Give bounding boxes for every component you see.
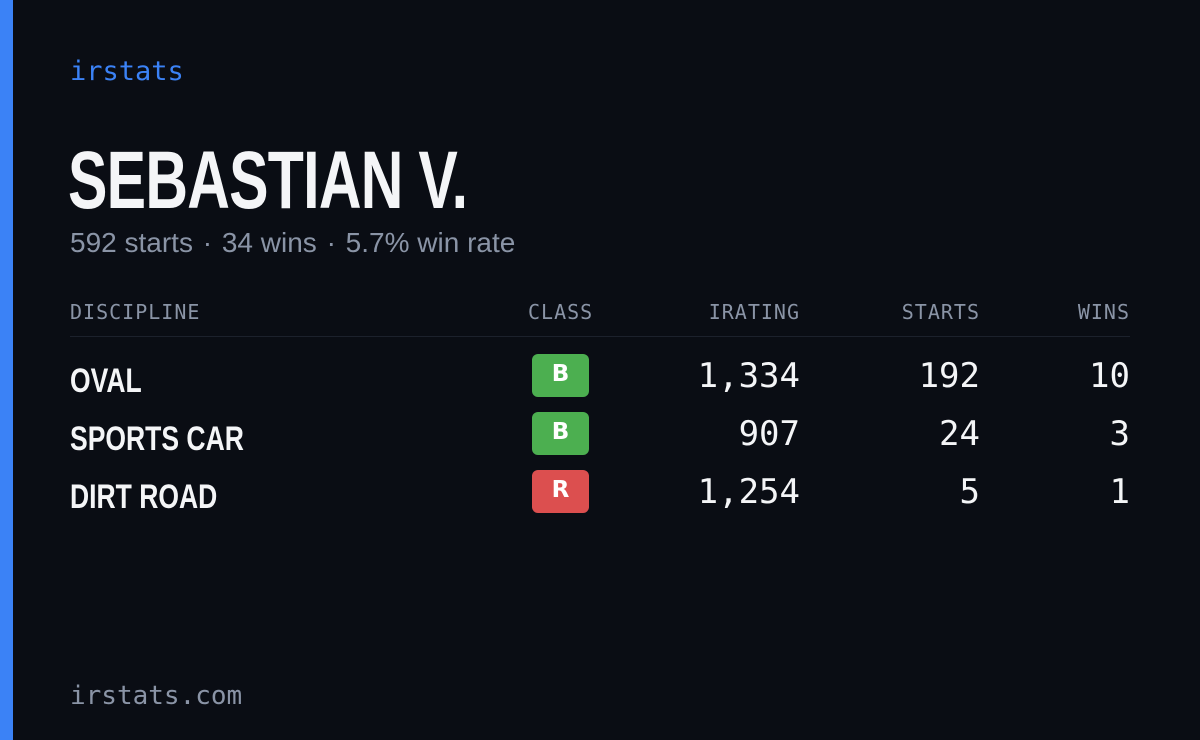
footer-url: irstats.com bbox=[70, 681, 243, 711]
wins-value: 10 bbox=[1089, 356, 1130, 396]
table-row: OVAL B 1,334 192 10 bbox=[70, 352, 1130, 410]
starts-value: 24 bbox=[939, 414, 980, 454]
brand-logo: irstats bbox=[70, 56, 184, 87]
header-discipline: DISCIPLINE bbox=[70, 300, 201, 324]
irating-value: 907 bbox=[738, 414, 800, 454]
discipline-name: OVAL bbox=[70, 362, 142, 400]
header-irating: IRATING bbox=[708, 300, 800, 324]
class-badge: B bbox=[532, 354, 589, 397]
wins-value: 1 bbox=[1109, 472, 1130, 512]
win-rate-summary: 5.7% win rate bbox=[345, 227, 516, 258]
summary-separator: · bbox=[202, 227, 213, 258]
header-divider bbox=[70, 336, 1130, 337]
starts-value: 192 bbox=[918, 356, 980, 396]
wins-summary: 34 wins bbox=[221, 227, 317, 258]
table-row: SPORTS CAR B 907 24 3 bbox=[70, 410, 1130, 468]
wins-value: 3 bbox=[1109, 414, 1130, 454]
driver-name: SEBASTIAN V. bbox=[68, 135, 468, 226]
accent-bar bbox=[0, 0, 13, 740]
irating-value: 1,254 bbox=[697, 472, 800, 512]
driver-summary: 592 starts · 34 wins · 5.7% win rate bbox=[70, 227, 515, 259]
class-badge: B bbox=[532, 412, 589, 455]
starts-value: 5 bbox=[959, 472, 980, 512]
discipline-table: OVAL B 1,334 192 10 SPORTS CAR B 907 24 … bbox=[70, 352, 1130, 526]
header-wins: WINS bbox=[1077, 300, 1130, 324]
starts-summary: 592 starts bbox=[70, 227, 193, 258]
table-row: DIRT ROAD R 1,254 5 1 bbox=[70, 468, 1130, 526]
discipline-name: SPORTS CAR bbox=[70, 420, 244, 458]
class-badge: R bbox=[532, 470, 589, 513]
header-class: CLASS bbox=[528, 300, 594, 324]
summary-separator: · bbox=[326, 227, 336, 258]
table-header: DISCIPLINE CLASS IRATING STARTS WINS bbox=[70, 300, 1130, 330]
discipline-name: DIRT ROAD bbox=[70, 478, 218, 516]
header-starts: STARTS bbox=[901, 300, 980, 324]
irating-value: 1,334 bbox=[697, 356, 800, 396]
